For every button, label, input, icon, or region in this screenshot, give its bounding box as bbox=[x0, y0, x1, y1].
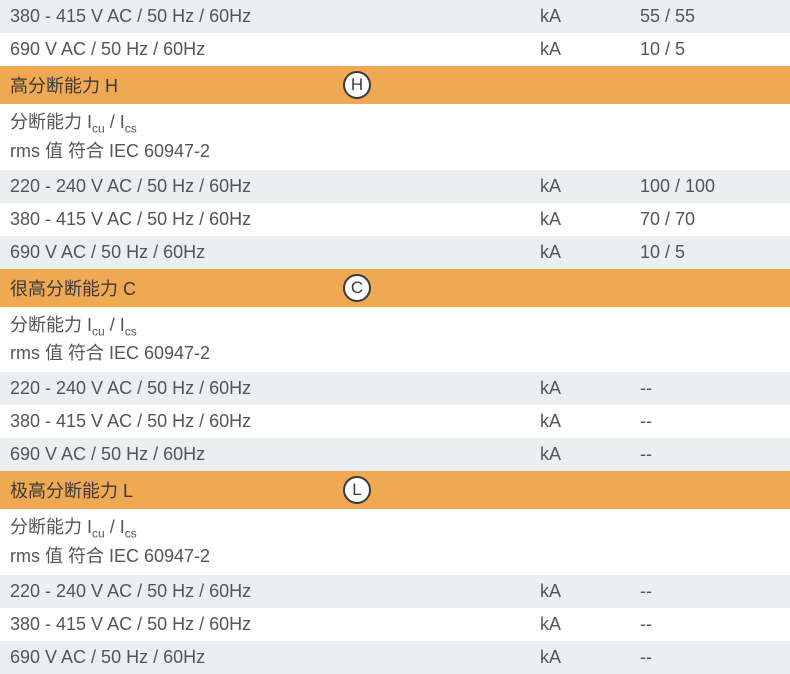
section-title: 极高分断能力 L bbox=[10, 477, 335, 503]
desc-line1: 分断能力 Icu / Ics bbox=[10, 514, 137, 543]
badge-wrap: L bbox=[335, 476, 780, 504]
cell-label: 220 - 240 V AC / 50 Hz / 60Hz bbox=[10, 581, 540, 602]
cell-value: 10 / 5 bbox=[640, 39, 780, 60]
cell-unit: kA bbox=[540, 411, 640, 432]
desc-sub1: cu bbox=[92, 122, 105, 136]
table-row: 380 - 415 V AC / 50 Hz / 60HzkA-- bbox=[0, 608, 790, 641]
cell-label: 380 - 415 V AC / 50 Hz / 60Hz bbox=[10, 6, 540, 27]
section-title: 很高分断能力 C bbox=[10, 275, 335, 301]
section-header: 极高分断能力 L L bbox=[0, 471, 790, 509]
desc-sub2: cs bbox=[125, 122, 137, 136]
cell-label: 690 V AC / 50 Hz / 60Hz bbox=[10, 242, 540, 263]
desc-line2: rms 值 符合 IEC 60947-2 bbox=[10, 138, 210, 165]
cell-value: -- bbox=[640, 411, 780, 432]
desc-mid: / I bbox=[105, 112, 125, 132]
cell-label: 380 - 415 V AC / 50 Hz / 60Hz bbox=[10, 209, 540, 230]
table-row: 690 V AC / 50 Hz / 60HzkA10 / 5 bbox=[0, 33, 790, 66]
cell-value: 10 / 5 bbox=[640, 242, 780, 263]
table-row: 690 V AC / 50 Hz / 60HzkA10 / 5 bbox=[0, 236, 790, 269]
cell-unit: kA bbox=[540, 581, 640, 602]
cell-label: 690 V AC / 50 Hz / 60Hz bbox=[10, 647, 540, 668]
desc-prefix: 分断能力 I bbox=[10, 315, 92, 335]
cell-value: -- bbox=[640, 614, 780, 635]
cell-unit: kA bbox=[540, 6, 640, 27]
desc-prefix: 分断能力 I bbox=[10, 517, 92, 537]
section-header: 高分断能力 H H bbox=[0, 66, 790, 104]
table-row: 690 V AC / 50 Hz / 60HzkA-- bbox=[0, 438, 790, 471]
badge-icon: L bbox=[343, 476, 371, 504]
table-row: 380 - 415 V AC / 50 Hz / 60HzkA55 / 55 bbox=[0, 0, 790, 33]
section-description: 分断能力 Icu / Icsrms 值 符合 IEC 60947-2 bbox=[0, 307, 790, 373]
cell-label: 380 - 415 V AC / 50 Hz / 60Hz bbox=[10, 411, 540, 432]
cell-unit: kA bbox=[540, 444, 640, 465]
cell-unit: kA bbox=[540, 209, 640, 230]
desc-line1: 分断能力 Icu / Ics bbox=[10, 312, 137, 341]
cell-value: 70 / 70 bbox=[640, 209, 780, 230]
cell-label: 220 - 240 V AC / 50 Hz / 60Hz bbox=[10, 378, 540, 399]
desc-prefix: 分断能力 I bbox=[10, 112, 92, 132]
cell-label: 690 V AC / 50 Hz / 60Hz bbox=[10, 39, 540, 60]
table-row: 220 - 240 V AC / 50 Hz / 60HzkA-- bbox=[0, 372, 790, 405]
table-row: 690 V AC / 50 Hz / 60HzkA-- bbox=[0, 641, 790, 674]
badge-wrap: H bbox=[335, 71, 780, 99]
desc-sub1: cu bbox=[92, 324, 105, 338]
desc-sub2: cs bbox=[125, 527, 137, 541]
section-description: 分断能力 Icu / Icsrms 值 符合 IEC 60947-2 bbox=[0, 509, 790, 575]
desc-mid: / I bbox=[105, 315, 125, 335]
cell-unit: kA bbox=[540, 39, 640, 60]
desc-mid: / I bbox=[105, 517, 125, 537]
cell-value: -- bbox=[640, 581, 780, 602]
badge-icon: H bbox=[343, 71, 371, 99]
desc-sub2: cs bbox=[125, 324, 137, 338]
table-row: 380 - 415 V AC / 50 Hz / 60HzkA70 / 70 bbox=[0, 203, 790, 236]
cell-value: -- bbox=[640, 378, 780, 399]
cell-unit: kA bbox=[540, 242, 640, 263]
cell-unit: kA bbox=[540, 647, 640, 668]
badge-icon: C bbox=[343, 274, 371, 302]
section-header: 很高分断能力 C C bbox=[0, 269, 790, 307]
cell-value: -- bbox=[640, 647, 780, 668]
badge-wrap: C bbox=[335, 274, 780, 302]
cell-label: 220 - 240 V AC / 50 Hz / 60Hz bbox=[10, 176, 540, 197]
cell-value: -- bbox=[640, 444, 780, 465]
section-title: 高分断能力 H bbox=[10, 72, 335, 98]
desc-line2: rms 值 符合 IEC 60947-2 bbox=[10, 543, 210, 570]
table-row: 220 - 240 V AC / 50 Hz / 60HzkA100 / 100 bbox=[0, 170, 790, 203]
cell-unit: kA bbox=[540, 176, 640, 197]
section-description: 分断能力 Icu / Icsrms 值 符合 IEC 60947-2 bbox=[0, 104, 790, 170]
cell-unit: kA bbox=[540, 378, 640, 399]
cell-value: 100 / 100 bbox=[640, 176, 780, 197]
cell-value: 55 / 55 bbox=[640, 6, 780, 27]
table-row: 220 - 240 V AC / 50 Hz / 60HzkA-- bbox=[0, 575, 790, 608]
table-row: 380 - 415 V AC / 50 Hz / 60HzkA-- bbox=[0, 405, 790, 438]
cell-unit: kA bbox=[540, 614, 640, 635]
desc-line1: 分断能力 Icu / Ics bbox=[10, 109, 137, 138]
desc-sub1: cu bbox=[92, 527, 105, 541]
cell-label: 380 - 415 V AC / 50 Hz / 60Hz bbox=[10, 614, 540, 635]
cell-label: 690 V AC / 50 Hz / 60Hz bbox=[10, 444, 540, 465]
desc-line2: rms 值 符合 IEC 60947-2 bbox=[10, 340, 210, 367]
